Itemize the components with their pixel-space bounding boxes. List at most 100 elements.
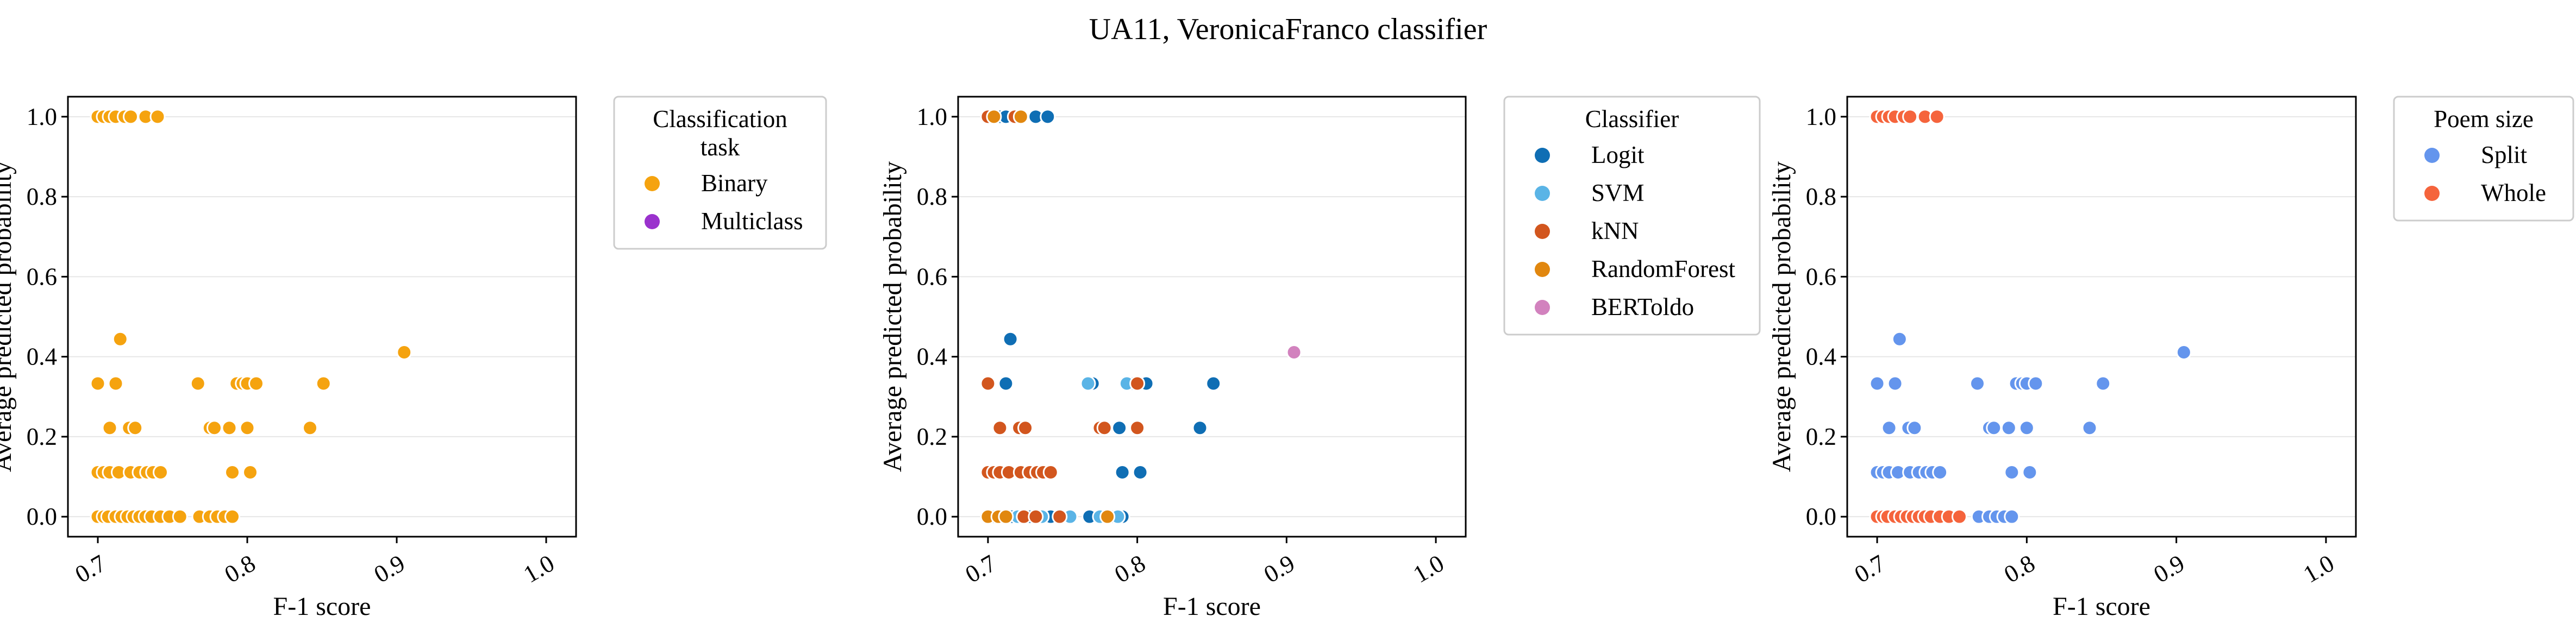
legend-label: SVM — [1591, 179, 1645, 206]
legend-marker — [1535, 224, 1550, 239]
chart-panel: 0.00.20.40.60.81.00.7 0.8 0.9 1.0F-1 scoreA… — [1767, 96, 2574, 621]
data-point — [1129, 375, 1146, 392]
data-point — [1286, 344, 1302, 361]
axes-frame — [67, 96, 577, 538]
data-point — [1114, 464, 1130, 480]
legend: Classifier Logit SVM kNN RandomForest BERTold… — [1503, 96, 1761, 336]
y-axis-label: Average predicted probability — [878, 161, 907, 472]
data-point — [2081, 420, 2098, 436]
data-point — [1096, 420, 1112, 436]
data-point — [1028, 508, 1044, 525]
y-tick-label: 0.0 — [1806, 503, 1836, 530]
data-point — [1932, 464, 1948, 480]
legend-marker — [1535, 148, 1550, 163]
y-tick-label: 0.2 — [1806, 423, 1836, 450]
legend-title: Classification — [653, 105, 787, 133]
data-point — [1040, 109, 1056, 125]
data-point — [980, 375, 996, 392]
legend-marker — [2424, 186, 2440, 201]
legend-label: Logit — [1591, 141, 1645, 168]
series-binary — [90, 109, 412, 525]
data-point — [224, 508, 240, 525]
y-tick-label: 0.4 — [1806, 343, 1836, 370]
y-tick-label: 0.6 — [917, 263, 947, 290]
legend-marker — [645, 176, 660, 191]
data-point — [1951, 508, 1967, 525]
legend-label: Whole — [2481, 179, 2546, 206]
data-point — [1052, 508, 1068, 525]
data-point — [108, 375, 124, 392]
y-tick-label: 1.0 — [917, 103, 947, 130]
legend-label: RandomForest — [1591, 255, 1735, 282]
data-point — [302, 420, 318, 436]
data-point — [2022, 464, 2038, 480]
axes-frame — [1846, 96, 2357, 538]
data-point — [1929, 109, 1945, 125]
y-tick-label: 0.8 — [1806, 183, 1836, 210]
data-point — [396, 344, 412, 361]
data-point — [1012, 109, 1029, 125]
data-point — [172, 508, 188, 525]
y-tick-label: 0.2 — [27, 423, 57, 450]
data-point — [224, 464, 240, 480]
data-point — [2175, 344, 2192, 361]
y-axis-label: Average predicted probability — [1767, 161, 1796, 472]
legend-box — [613, 96, 827, 250]
data-point — [90, 375, 106, 392]
data-point — [190, 375, 206, 392]
legend-box — [1503, 96, 1761, 336]
y-tick-label: 0.2 — [917, 423, 947, 450]
data-point — [112, 331, 128, 347]
data-point — [1080, 375, 1096, 392]
y-tick-label: 0.4 — [917, 343, 947, 370]
legend-marker — [1535, 186, 1550, 201]
data-point — [998, 508, 1014, 525]
series-randomforest — [980, 109, 1116, 525]
data-point — [248, 375, 264, 392]
legend-box — [2393, 96, 2574, 222]
figure-title: UA11, VeronicaFranco classifier — [1089, 12, 1487, 46]
y-tick-label: 1.0 — [27, 103, 57, 130]
data-point — [1099, 508, 1116, 525]
data-point — [1111, 420, 1128, 436]
data-point — [2028, 375, 2044, 392]
data-point — [998, 375, 1014, 392]
series-split — [1869, 331, 2192, 525]
y-axis-label: Average predicted probability — [0, 161, 17, 472]
x-axis-label: F-1 score — [273, 592, 371, 621]
axes-frame — [957, 96, 1467, 538]
legend-label: Multiclass — [701, 208, 803, 235]
legend-label: Split — [2481, 141, 2528, 168]
data-point — [149, 109, 166, 125]
y-tick-label: 0.8 — [917, 183, 947, 210]
legend-label: kNN — [1591, 217, 1639, 244]
series-knn — [980, 109, 1146, 525]
legend-marker — [1535, 300, 1550, 315]
data-point — [1891, 331, 1908, 347]
data-point — [2000, 420, 2017, 436]
legend-marker — [1535, 262, 1550, 277]
y-tick-label: 0.8 — [27, 183, 57, 210]
data-point — [1129, 420, 1146, 436]
y-tick-label: 0.0 — [27, 503, 57, 530]
data-point — [1002, 331, 1018, 347]
data-point — [2004, 464, 2020, 480]
data-point — [123, 109, 139, 125]
data-point — [315, 375, 332, 392]
data-point — [1986, 420, 2002, 436]
data-point — [1017, 420, 1034, 436]
data-point — [2095, 375, 2111, 392]
chart-panel: 0.00.20.40.60.81.00.7 0.8 0.9 1.0F-1 scoreA… — [0, 96, 827, 621]
data-point — [102, 420, 118, 436]
legend: Poem size Split Whole — [2393, 96, 2574, 222]
legend-marker — [2424, 148, 2440, 163]
data-point — [153, 464, 168, 480]
x-axis-label: F-1 score — [1163, 592, 1261, 621]
data-point — [2004, 508, 2020, 525]
data-point — [1042, 464, 1059, 480]
data-point — [1969, 375, 1986, 392]
y-tick-label: 0.4 — [27, 343, 57, 370]
data-point — [221, 420, 237, 436]
